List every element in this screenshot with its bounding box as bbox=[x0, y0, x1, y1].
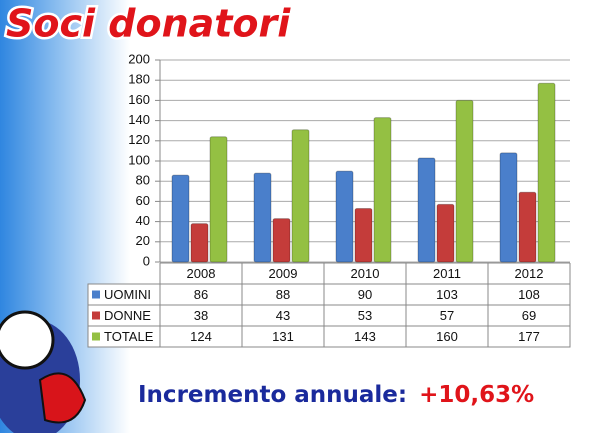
bar bbox=[455, 99, 474, 263]
legend-label: TOTALE bbox=[104, 329, 154, 344]
mascot bbox=[0, 310, 87, 433]
bar bbox=[436, 203, 455, 263]
bar bbox=[354, 207, 373, 263]
bar bbox=[335, 170, 354, 263]
chart-title: Soci donatori bbox=[6, 2, 291, 46]
data-table bbox=[87, 283, 571, 348]
table-value: 124 bbox=[190, 329, 212, 344]
annotation-value: +10,63% bbox=[419, 382, 534, 408]
bar bbox=[291, 129, 310, 263]
table-value: 38 bbox=[194, 308, 208, 323]
bar bbox=[272, 218, 291, 263]
bar bbox=[537, 82, 556, 263]
y-tick-label: 40 bbox=[136, 213, 150, 228]
table-value: 143 bbox=[354, 329, 376, 344]
legend-label: DONNE bbox=[104, 308, 151, 323]
x-tick-label: 2009 bbox=[269, 266, 298, 281]
y-tick-label: 200 bbox=[128, 51, 150, 66]
table-value: 43 bbox=[276, 308, 290, 323]
bar bbox=[518, 191, 537, 263]
x-tick-label: 2011 bbox=[433, 266, 461, 281]
y-tick-label: 80 bbox=[136, 173, 150, 188]
table-value: 160 bbox=[436, 329, 458, 344]
table-value: 90 bbox=[358, 287, 372, 302]
bar bbox=[190, 223, 209, 263]
table-value: 88 bbox=[276, 287, 290, 302]
x-tick-label: 2010 bbox=[351, 266, 380, 281]
y-tick-label: 160 bbox=[128, 92, 150, 107]
legend-label: UOMINI bbox=[104, 287, 151, 302]
y-tick-label: 120 bbox=[128, 132, 150, 147]
x-tick-label: 2012 bbox=[515, 266, 544, 281]
table-value: 103 bbox=[436, 287, 458, 302]
table-value: 131 bbox=[272, 329, 294, 344]
table-value: 177 bbox=[518, 329, 540, 344]
bar bbox=[171, 174, 190, 263]
table-value: 108 bbox=[518, 287, 540, 302]
bar bbox=[417, 157, 436, 263]
legend-swatch bbox=[92, 290, 100, 299]
annotation-label: Incremento annuale: bbox=[138, 382, 407, 408]
table-value: 69 bbox=[522, 308, 536, 323]
bar bbox=[209, 136, 228, 263]
annotation: Incremento annuale: +10,63% bbox=[138, 382, 534, 408]
y-tick-label: 60 bbox=[136, 193, 150, 208]
table-value: 53 bbox=[358, 308, 372, 323]
y-tick-label: 140 bbox=[128, 112, 150, 127]
legend-swatch bbox=[92, 332, 100, 341]
bar bbox=[373, 117, 392, 263]
bar bbox=[499, 152, 518, 263]
bar bbox=[253, 172, 272, 263]
y-tick-label: 0 bbox=[143, 253, 150, 268]
table-value: 57 bbox=[440, 308, 454, 323]
y-tick-label: 20 bbox=[136, 233, 150, 248]
y-tick-label: 180 bbox=[128, 72, 150, 87]
table-value: 86 bbox=[194, 287, 208, 302]
x-tick-label: 2008 bbox=[187, 266, 216, 281]
y-tick-label: 100 bbox=[128, 152, 150, 167]
legend-swatch bbox=[92, 311, 100, 320]
